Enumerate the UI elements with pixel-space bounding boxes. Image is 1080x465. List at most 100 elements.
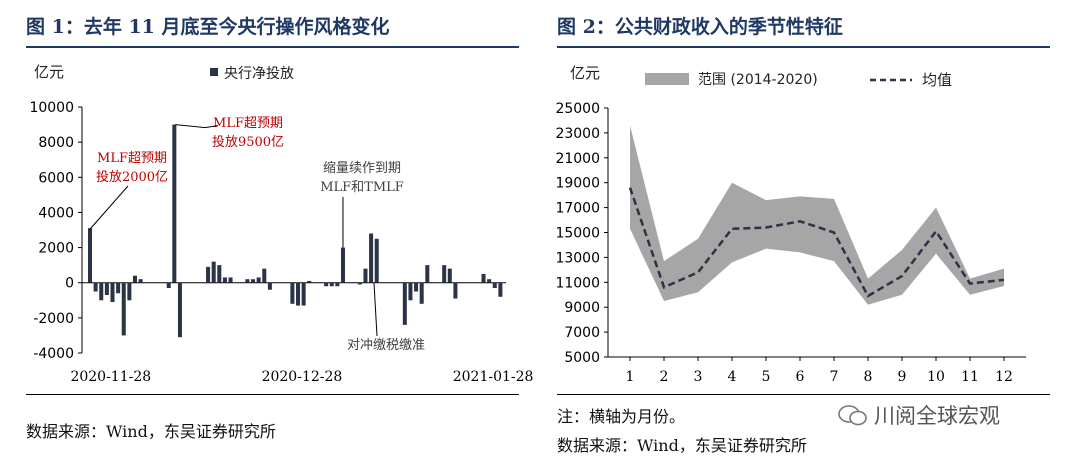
left-bar xyxy=(329,282,334,287)
right-x-tick-label: 2 xyxy=(660,369,669,385)
left-y-tick-label: -2000 xyxy=(33,311,74,327)
right-note: 注：横轴为月份。 xyxy=(557,407,686,426)
left-bar xyxy=(340,247,345,283)
left-bar xyxy=(110,282,115,303)
left-bar xyxy=(408,282,413,301)
right-x-tick-label: 6 xyxy=(796,369,805,385)
right-bottom-rule xyxy=(557,394,1050,395)
right-unit-label: 亿元 xyxy=(570,64,600,82)
right-x-tick-label: 9 xyxy=(898,369,907,385)
left-bar xyxy=(307,280,312,283)
left-chart-title: 图 1：去年 11 月底至今央行操作风格变化 xyxy=(26,16,390,38)
left-bar xyxy=(104,282,109,296)
right-x-tick-label: 12 xyxy=(995,369,1013,385)
right-y-tick-label: 23000 xyxy=(555,126,600,142)
left-bar xyxy=(262,268,267,283)
left-bar xyxy=(369,233,374,283)
left-legend-swatch xyxy=(210,68,218,76)
left-bar xyxy=(172,124,177,283)
left-annotation-2-line2: 投放9500亿 xyxy=(212,134,284,150)
left-y-tick-label: 8000 xyxy=(38,135,74,151)
left-x-tick-label: 2020-11-28 xyxy=(70,369,151,385)
left-bar xyxy=(177,282,182,338)
right-y-tick-label: 21000 xyxy=(555,151,600,167)
left-bar xyxy=(267,282,272,290)
left-annotation-1-line1: MLF超预期 xyxy=(97,151,167,166)
right-chart: 亿元 范围 (2014-2020) 均值 5000 7000 9000 11000 13000… xyxy=(555,64,1026,385)
left-bar xyxy=(492,282,497,288)
left-bar xyxy=(442,265,447,283)
left-bar xyxy=(116,282,121,294)
left-annotation-4-text: 对冲缴税缴准 xyxy=(347,338,425,353)
right-x-tick-label: 5 xyxy=(762,369,771,385)
wechat-icon xyxy=(838,405,867,426)
left-x-tick-label: 2021-01-28 xyxy=(453,369,534,385)
left-bar xyxy=(88,228,93,283)
left-annotation-2-line1: MLF超预期 xyxy=(213,116,283,131)
left-bar xyxy=(166,282,171,288)
left-source: 数据来源：Wind，东吴证券研究所 xyxy=(26,422,276,441)
left-title-rule xyxy=(26,46,519,48)
left-bar xyxy=(498,282,503,297)
right-x-tick-label: 3 xyxy=(694,369,703,385)
left-annotation-2-leader xyxy=(175,124,219,129)
left-annotation-1-leader xyxy=(88,185,129,231)
left-bar xyxy=(487,279,492,283)
left-bar xyxy=(99,282,104,301)
left-bar xyxy=(211,261,216,283)
left-bar xyxy=(206,266,211,283)
right-source: 数据来源：Wind，东吴证券研究所 xyxy=(557,436,807,455)
left-bar xyxy=(256,277,261,283)
left-bar xyxy=(301,282,306,306)
left-chart: 亿元 央行净投放 -4000 -2000 0 2000 4000 6000 8000 10000 2… xyxy=(29,63,533,385)
right-y-tick-label: 9000 xyxy=(564,300,600,316)
left-x-tick-label: 2020-12-28 xyxy=(262,369,343,385)
right-x-tick-label: 10 xyxy=(927,369,945,385)
left-bar xyxy=(481,273,486,283)
left-annotation-3-line1: 缩量续作到期 xyxy=(323,160,401,176)
right-mean-line xyxy=(628,187,1005,298)
watermark-text: 川阅全球宏观 xyxy=(874,404,1000,428)
left-y-tick-label: 6000 xyxy=(38,170,74,186)
left-bar xyxy=(453,282,458,299)
left-bar xyxy=(228,277,233,283)
left-bar xyxy=(93,282,98,292)
left-bar xyxy=(324,282,329,287)
left-bar xyxy=(363,268,368,283)
left-bar xyxy=(121,282,126,336)
right-y-tick-label: 25000 xyxy=(555,101,600,117)
right-legend-band-label: 范围 (2014-2020) xyxy=(698,71,818,88)
right-chart-title: 图 2：公共财政收入的季节性特征 xyxy=(557,16,843,38)
right-x-tick-label: 8 xyxy=(864,369,873,385)
right-range-band xyxy=(630,125,1004,305)
left-y-tick-label: -4000 xyxy=(33,346,74,362)
right-x-tick-label: 1 xyxy=(626,369,635,385)
left-bar xyxy=(447,268,452,283)
left-y-tick-label: 0 xyxy=(65,276,74,292)
left-bar xyxy=(132,275,137,283)
left-y-tick-label: 2000 xyxy=(38,241,74,257)
left-annotation-4-leader xyxy=(373,282,378,337)
right-y-tick-label: 19000 xyxy=(555,176,600,192)
left-bar xyxy=(414,282,419,292)
left-annotation-1-line2: 投放2000亿 xyxy=(96,169,168,185)
right-x-tick-label: 4 xyxy=(728,369,737,385)
left-bar xyxy=(245,279,250,283)
right-title-rule xyxy=(557,46,1050,48)
left-bar xyxy=(425,265,430,283)
left-y-tick-label: 10000 xyxy=(29,100,74,116)
left-bar xyxy=(138,279,143,283)
left-y-tick-label: 4000 xyxy=(38,205,74,221)
left-bar xyxy=(374,238,379,283)
right-legend-mean-label: 均值 xyxy=(922,71,952,89)
left-bar xyxy=(127,282,132,301)
left-bar xyxy=(357,282,362,285)
right-y-tick-label: 17000 xyxy=(555,201,600,217)
left-bar xyxy=(290,282,295,304)
right-x-tick-label: 11 xyxy=(961,369,979,385)
right-y-tick-label: 5000 xyxy=(564,350,600,366)
right-legend-band-swatch xyxy=(645,73,689,85)
left-bar xyxy=(335,282,340,287)
left-unit-label: 亿元 xyxy=(34,63,64,81)
right-x-tick-label: 7 xyxy=(830,369,839,385)
